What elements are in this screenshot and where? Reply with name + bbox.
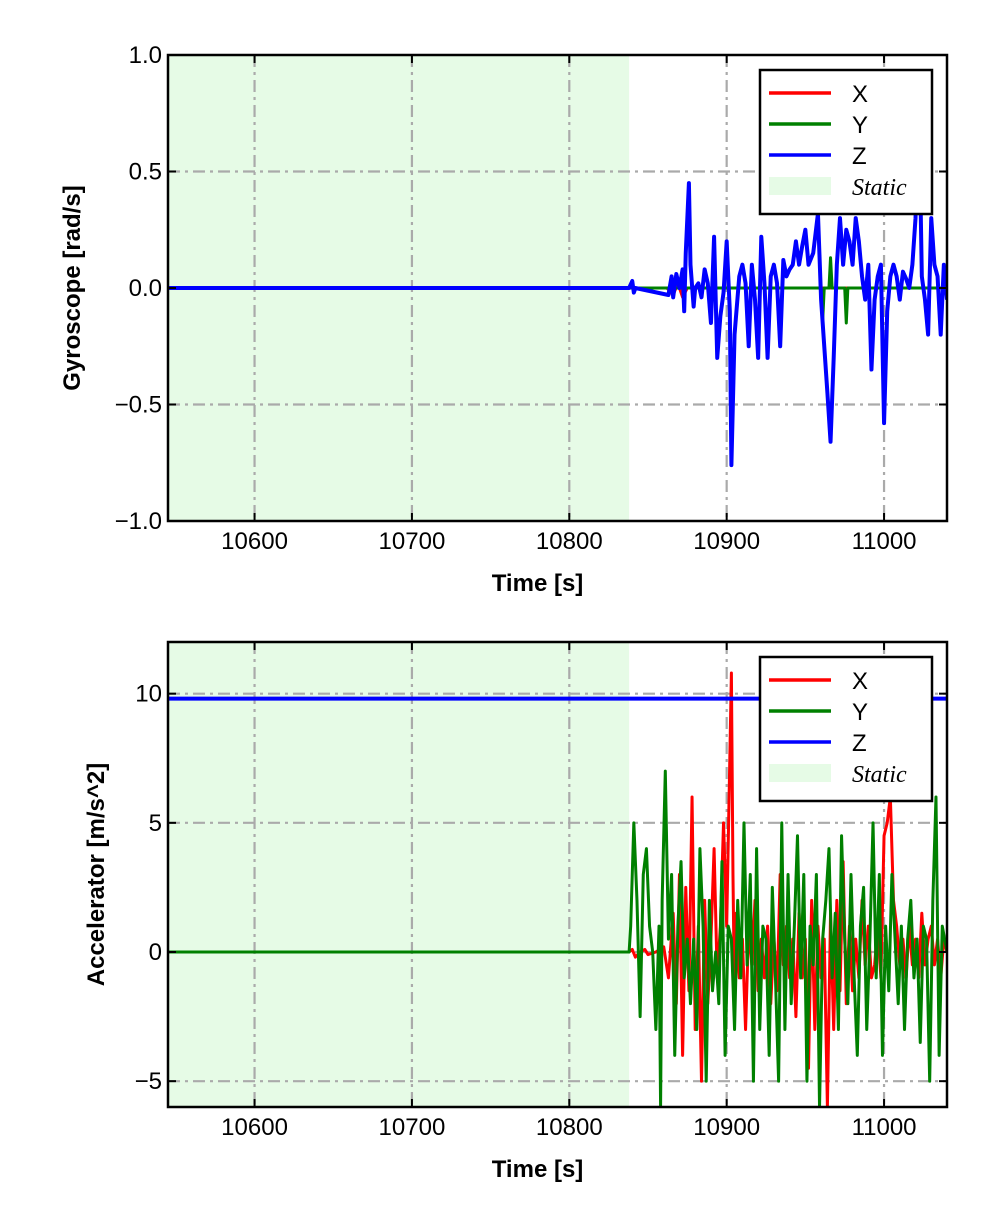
- legend-swatch-static: [769, 764, 831, 782]
- legend-label-z: Z: [852, 730, 867, 757]
- legend-label-static: Static: [852, 175, 907, 201]
- series-line-y: [168, 256, 947, 325]
- legend: XYZ Static: [758, 655, 934, 803]
- x-tick-label: 10700: [379, 1114, 446, 1141]
- x-tick-label: 10800: [536, 528, 603, 555]
- gyroscope-panel: 10600 10700 10800 10900 11000 −1.0 −0.5 0.0 0.5 1…: [59, 42, 949, 597]
- x-tick-label: 10900: [693, 528, 760, 555]
- x-tick-label: 11000: [852, 528, 917, 555]
- legend-label-y: Y: [852, 112, 868, 139]
- legend-label-y: Y: [852, 699, 868, 726]
- series-line-y: [168, 769, 947, 1107]
- accelerator-panel: 10600 10700 10800 10900 11000 −5 0 5 10 Time [s] A…: [83, 640, 949, 1183]
- y-axis-title: Accelerator [m/s^2]: [83, 763, 110, 986]
- x-tick-label: 10800: [536, 1114, 603, 1141]
- plot-frame: [166, 640, 949, 1109]
- y-axis-title: Gyroscope [rad/s]: [59, 185, 86, 390]
- y-tick-label: 10: [135, 681, 162, 708]
- legend-label-z: Z: [852, 143, 867, 170]
- y-tick-label: 0.0: [129, 275, 162, 302]
- series-group: [168, 87, 947, 468]
- series-line-z: [168, 87, 947, 468]
- y-tick-label: −5: [135, 1068, 162, 1095]
- legend-label-x: X: [852, 668, 868, 695]
- y-tick-label: 0.5: [129, 159, 162, 186]
- static-region: [168, 642, 630, 1107]
- legend-swatch-static: [769, 177, 831, 195]
- x-tick-label: 11000: [852, 1114, 917, 1141]
- x-axis-title: Time [s]: [492, 1156, 584, 1183]
- legend-label-static: Static: [852, 762, 907, 788]
- legend-label-x: X: [852, 81, 868, 108]
- x-tick-label: 10700: [379, 528, 446, 555]
- y-tick-label: 0: [149, 939, 162, 966]
- y-tick-label: −0.5: [115, 392, 162, 419]
- x-tick-label: 10600: [221, 528, 288, 555]
- x-axis-title: Time [s]: [492, 570, 584, 597]
- y-tick-label: −1.0: [115, 508, 162, 535]
- y-tick-label: 5: [149, 810, 162, 837]
- x-tick-label: 10600: [221, 1114, 288, 1141]
- legend: XYZ Static: [758, 68, 934, 216]
- y-tick-label: 1.0: [129, 42, 162, 69]
- x-tick-label: 10900: [693, 1114, 760, 1141]
